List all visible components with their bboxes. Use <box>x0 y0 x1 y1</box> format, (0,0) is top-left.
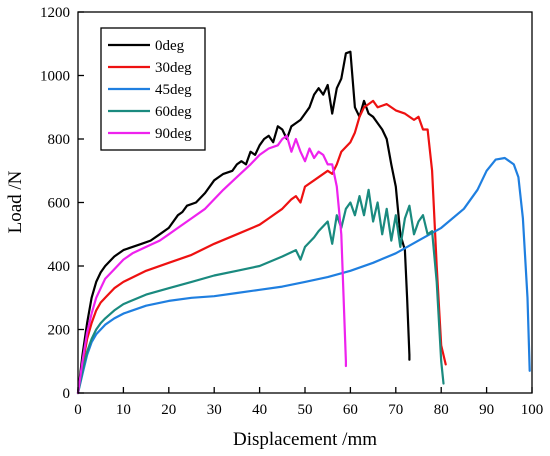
series-line-45deg <box>76 156 531 395</box>
series-line-30deg <box>76 99 447 395</box>
y-tick-label: 0 <box>63 386 71 402</box>
x-tick-label: 90 <box>479 402 494 418</box>
x-tick-label: 0 <box>74 402 82 418</box>
y-tick-label: 200 <box>48 323 71 339</box>
x-tick-label: 80 <box>434 402 449 418</box>
series-line-60deg <box>76 188 445 395</box>
legend-label-90deg: 90deg <box>155 126 192 142</box>
legend-label-30deg: 30deg <box>155 60 192 76</box>
y-axis-title: Load /N <box>5 170 26 233</box>
x-tick-label: 40 <box>252 402 267 418</box>
x-tick-label: 60 <box>343 402 358 418</box>
x-tick-label: 50 <box>298 402 313 418</box>
axis-ticks: 0 10 20 30 40 50 60 70 80 90 100020040060080010001… <box>40 5 543 418</box>
x-tick-label: 100 <box>521 402 544 418</box>
series-line-0deg <box>76 50 411 395</box>
legend-label-45deg: 45deg <box>155 82 192 98</box>
y-tick-label: 1200 <box>40 5 70 21</box>
legend-label-60deg: 60deg <box>155 104 192 120</box>
y-tick-label: 1000 <box>40 69 70 85</box>
series-line-90deg <box>76 134 347 395</box>
y-tick-label: 400 <box>48 259 71 275</box>
x-tick-label: 20 <box>161 402 176 418</box>
legend-label-0deg: 0deg <box>155 38 185 54</box>
x-tick-label: 30 <box>207 402 222 418</box>
x-tick-label: 70 <box>388 402 403 418</box>
y-tick-label: 600 <box>48 196 71 212</box>
legend: 0deg 30deg 45deg 60deg 90deg <box>100 27 206 151</box>
series-layer <box>76 50 531 395</box>
x-axis-title: Displacement /mm <box>233 429 377 450</box>
y-tick-label: 800 <box>48 132 71 148</box>
x-tick-label: 10 <box>116 402 131 418</box>
